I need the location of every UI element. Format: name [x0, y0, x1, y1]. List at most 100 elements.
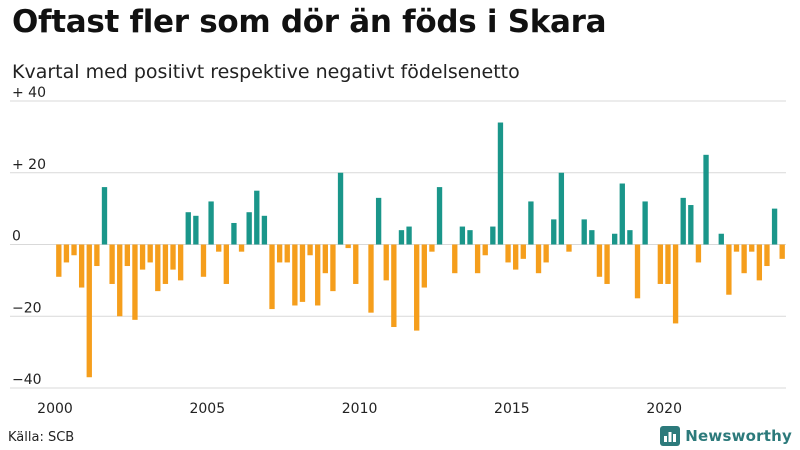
brand-name: Newsworthy: [685, 427, 792, 445]
bar-negative: [429, 244, 435, 252]
bar-negative: [117, 244, 123, 317]
bar-negative: [368, 244, 374, 313]
bar-positive: [101, 187, 108, 245]
bar-negative: [200, 244, 207, 277]
bar-negative: [535, 244, 542, 274]
bar-negative: [414, 244, 420, 331]
bar-negative: [86, 244, 92, 378]
bar-positive: [771, 208, 778, 245]
bar-negative: [216, 244, 222, 252]
bar-negative: [63, 244, 70, 263]
bar-negative: [78, 244, 85, 288]
bar-positive: [551, 219, 557, 245]
bar-negative: [749, 244, 755, 252]
x-axis-labels: 2000 2005 2010 2015 2020: [37, 401, 682, 417]
bar-negative: [330, 244, 336, 292]
bar-negative: [513, 244, 519, 270]
y-tick-label: + 20: [12, 157, 46, 173]
y-axis-labels: −40 −20 0 + 20 + 40: [12, 85, 46, 388]
bar-positive: [497, 122, 504, 245]
x-tick-label: 2005: [189, 401, 225, 417]
x-tick-label: 2010: [342, 401, 378, 417]
gridlines: [10, 100, 786, 389]
bar-negative: [695, 244, 702, 263]
bar-negative: [741, 244, 747, 274]
bar-negative: [56, 244, 62, 277]
bar-negative: [665, 244, 671, 284]
bar-positive: [589, 230, 595, 245]
bar-positive: [337, 172, 344, 245]
bar-negative: [543, 244, 549, 263]
bar-positive: [459, 226, 466, 245]
bar-negative: [170, 244, 176, 270]
bar-negative: [756, 244, 763, 281]
bar-negative: [505, 244, 511, 263]
bar-negative: [353, 244, 359, 284]
bar-positive: [581, 219, 587, 245]
bar-negative: [482, 244, 488, 256]
bar-positive: [490, 226, 496, 245]
bar-positive: [398, 230, 405, 245]
bar-negative: [383, 244, 389, 281]
bar-negative: [779, 244, 785, 259]
bar-negative: [520, 244, 526, 259]
bar-positive: [688, 205, 694, 245]
chart-subtitle: Kvartal med positivt respektive negativt…: [12, 61, 520, 83]
bar-positive: [703, 154, 709, 245]
bar-negative: [132, 244, 138, 320]
bar-negative: [452, 244, 458, 274]
bar-positive: [193, 215, 199, 245]
bar-negative: [177, 244, 184, 281]
bar-negative: [124, 244, 131, 267]
bar-positive: [436, 187, 443, 245]
bar-negative: [391, 244, 397, 328]
bar-positive: [231, 222, 237, 245]
bar-negative: [139, 244, 146, 270]
bar-positive: [375, 197, 382, 245]
bar-negative: [94, 244, 100, 267]
bar-positive: [467, 230, 473, 245]
y-tick-label: 0: [12, 229, 21, 245]
bar-negative: [147, 244, 153, 263]
y-tick-label: + 40: [12, 85, 46, 101]
bar-positive: [642, 201, 648, 245]
bar-chart-logo-icon: [660, 426, 681, 446]
bar-positive: [246, 212, 252, 245]
bar-positive: [185, 212, 191, 245]
source-note: Källa: SCB: [8, 430, 75, 445]
x-tick-label: 2015: [494, 401, 530, 417]
bar-positive: [627, 230, 633, 245]
bar-negative: [634, 244, 641, 299]
bar-negative: [276, 244, 283, 263]
bar-negative: [71, 244, 77, 256]
bar-negative: [726, 244, 732, 295]
bar-positive: [558, 172, 565, 245]
bar-negative: [566, 244, 572, 252]
bar-negative: [155, 244, 161, 292]
bar-negative: [299, 244, 306, 302]
bar-positive: [612, 233, 618, 245]
bar-negative: [223, 244, 229, 284]
bar-negative: [733, 244, 740, 252]
y-tick-label: −20: [12, 300, 42, 316]
bar-negative: [345, 244, 351, 249]
bar-negative: [322, 244, 328, 274]
bar-positive: [406, 226, 412, 245]
bar-positive: [528, 201, 534, 245]
chart-title: Oftast fler som dör än föds i Skara: [12, 4, 607, 40]
x-tick-label: 2020: [646, 401, 682, 417]
bar-negative: [238, 244, 245, 252]
bar-negative: [764, 244, 770, 267]
bar-negative: [474, 244, 481, 274]
bar-negative: [162, 244, 169, 284]
x-tick-label: 2000: [37, 401, 73, 417]
bar-positive: [208, 201, 214, 245]
bar-positive: [261, 215, 268, 245]
bars: [56, 122, 785, 378]
bar-negative: [284, 244, 290, 263]
bar-negative: [604, 244, 610, 284]
bar-negative: [596, 244, 603, 277]
brand[interactable]: Newsworthy: [660, 426, 792, 446]
bar-negative: [315, 244, 321, 306]
